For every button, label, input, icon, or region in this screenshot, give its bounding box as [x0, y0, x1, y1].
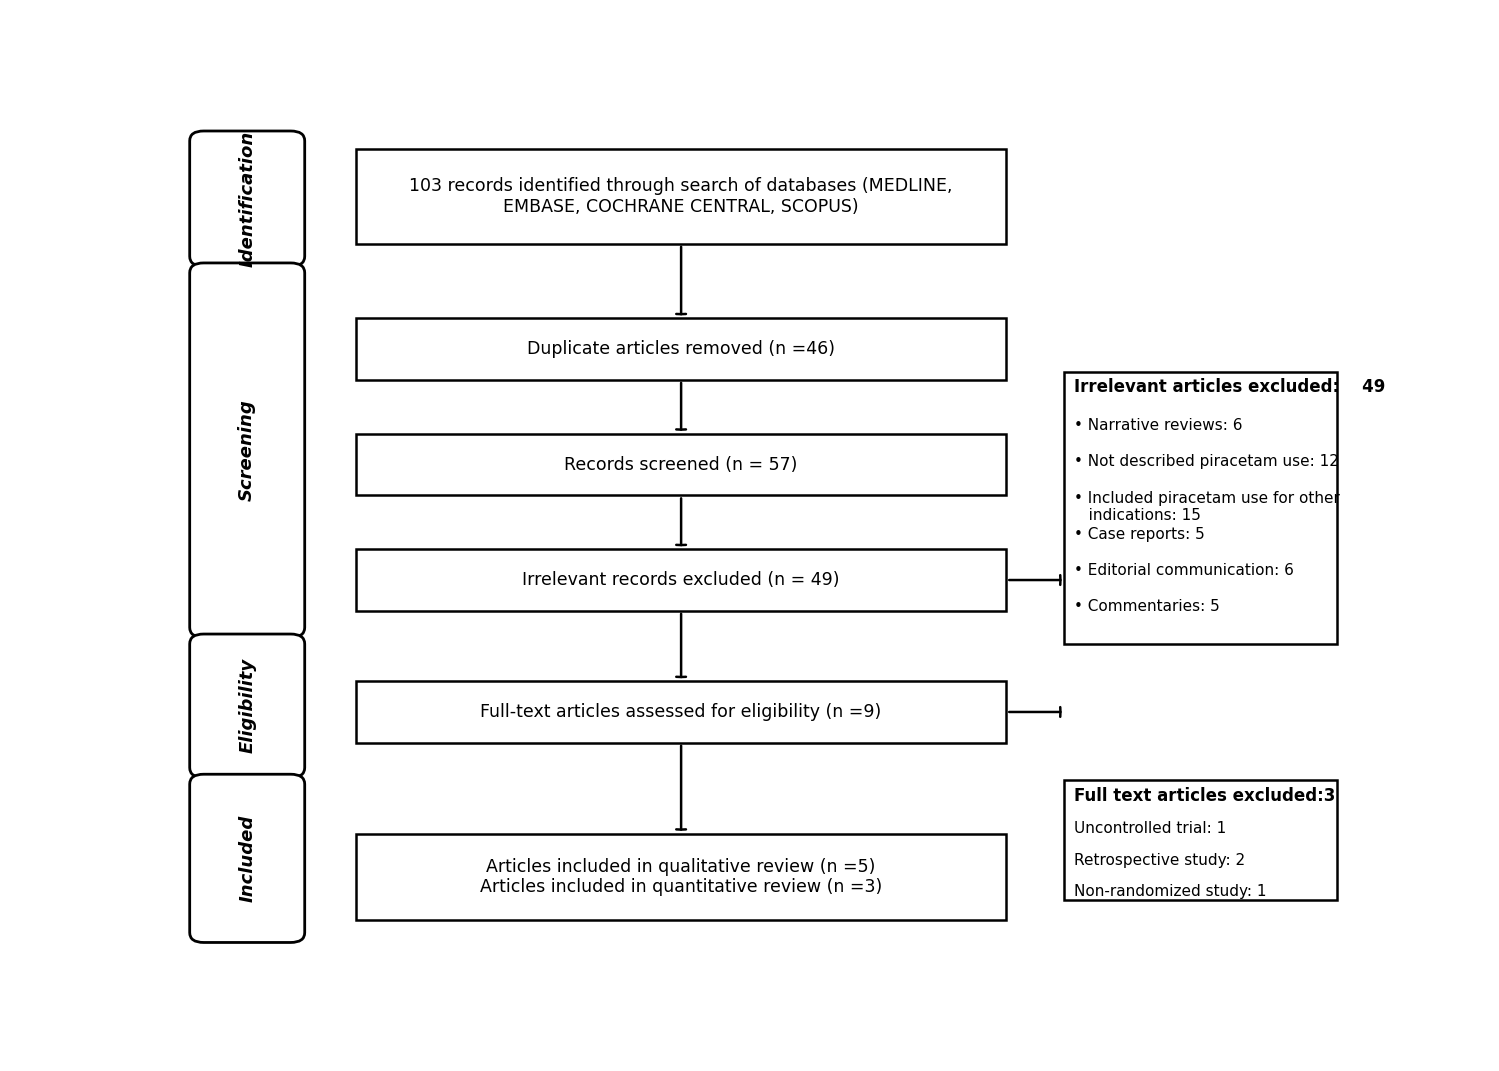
- Text: Full text articles excluded:3: Full text articles excluded:3: [1073, 786, 1336, 804]
- FancyBboxPatch shape: [190, 131, 304, 267]
- Text: Articles included in qualitative review (n =5)
Articles included in quantitative: Articles included in qualitative review …: [480, 858, 883, 896]
- Text: Screening: Screening: [238, 399, 256, 501]
- Text: Included: Included: [238, 815, 256, 902]
- FancyBboxPatch shape: [355, 149, 1006, 244]
- FancyBboxPatch shape: [355, 549, 1006, 610]
- Text: • Case reports: 5: • Case reports: 5: [1073, 527, 1205, 542]
- FancyBboxPatch shape: [190, 263, 304, 637]
- Text: • Narrative reviews: 6: • Narrative reviews: 6: [1073, 418, 1243, 433]
- Text: • Included piracetam use for other
   indications: 15: • Included piracetam use for other indic…: [1073, 491, 1340, 523]
- FancyBboxPatch shape: [355, 833, 1006, 920]
- Text: Uncontrolled trial: 1: Uncontrolled trial: 1: [1073, 821, 1226, 836]
- FancyBboxPatch shape: [1064, 780, 1337, 900]
- FancyBboxPatch shape: [355, 681, 1006, 743]
- FancyBboxPatch shape: [190, 634, 304, 778]
- Text: Retrospective study: 2: Retrospective study: 2: [1073, 853, 1244, 868]
- Text: • Not described piracetam use: 12: • Not described piracetam use: 12: [1073, 454, 1339, 469]
- FancyBboxPatch shape: [190, 774, 304, 942]
- FancyBboxPatch shape: [355, 318, 1006, 380]
- Text: • Commentaries: 5: • Commentaries: 5: [1073, 600, 1220, 615]
- Text: Non-randomized study: 1: Non-randomized study: 1: [1073, 884, 1267, 899]
- FancyBboxPatch shape: [1064, 372, 1337, 644]
- Text: Eligibility: Eligibility: [238, 659, 256, 753]
- Text: Irrelevant records excluded (n = 49): Irrelevant records excluded (n = 49): [522, 571, 839, 589]
- Text: Duplicate articles removed (n =46): Duplicate articles removed (n =46): [528, 341, 835, 358]
- Text: Identification: Identification: [238, 131, 256, 267]
- Text: Full-text articles assessed for eligibility (n =9): Full-text articles assessed for eligibil…: [481, 703, 881, 721]
- Text: Records screened (n = 57): Records screened (n = 57): [565, 455, 797, 473]
- Text: 103 records identified through search of databases (MEDLINE,
EMBASE, COCHRANE CE: 103 records identified through search of…: [409, 177, 953, 216]
- FancyBboxPatch shape: [355, 434, 1006, 496]
- Text: Irrelevant articles excluded:    49: Irrelevant articles excluded: 49: [1073, 378, 1385, 396]
- Text: • Editorial communication: 6: • Editorial communication: 6: [1073, 563, 1294, 578]
